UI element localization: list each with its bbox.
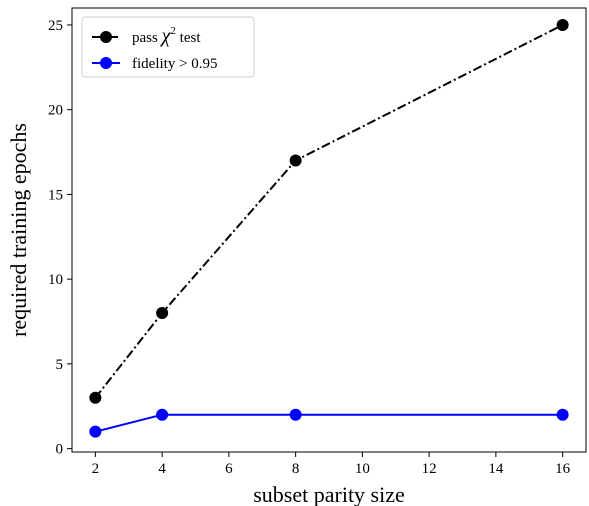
series-0-point [156,307,169,320]
marks-layer [89,18,569,438]
x-tick-label: 10 [355,461,370,477]
legend-box [81,16,255,78]
x-tick-label: 4 [158,461,166,477]
series-0-point [289,154,302,167]
series-line-1 [95,413,563,433]
series-1-point [89,425,102,438]
x-tick-label: 2 [92,461,100,477]
y-tick-label: 0 [56,442,64,458]
series-line-0 [94,24,564,399]
legend-marker-fidelity [100,57,112,69]
y-tick-label: 15 [48,187,63,203]
y-tick-label: 5 [56,357,64,373]
legend-label-pass-chi2-test: pass χ2 test [132,25,201,47]
y-axis-title: required training epochs [6,123,31,337]
plot-frame [71,7,587,453]
x-axis-title: subset parity size [253,482,405,506]
y-tick-label: 10 [48,272,63,288]
legend-label-suffix: test [176,30,201,46]
x-tick-label: 12 [422,461,437,477]
y-tick-label: 25 [48,18,63,34]
legend-marker-pass-chi2-test [100,31,112,43]
series-1-point [156,408,169,421]
x-tick-label: 6 [225,461,233,477]
legend-label-prefix: pass [132,30,162,46]
x-tick-label: 16 [555,461,571,477]
legend-label-fidelity: fidelity > 0.95 [132,56,218,72]
superscript-2: 2 [170,25,176,37]
y-tick-label: 20 [48,103,63,119]
x-tick-label: 8 [292,461,300,477]
series-0-point [556,18,569,31]
series-1-point [289,408,302,421]
series-1-point [556,408,569,421]
series-0-point [89,391,102,404]
chi-symbol: χ [160,25,172,47]
x-tick-label: 14 [488,461,504,477]
ticks-layer: 2 4 6 8 10 12 14 16 0 5 10 15 20 25 [48,18,571,477]
legend: pass χ2 test fidelity > 0.95 [81,16,255,78]
